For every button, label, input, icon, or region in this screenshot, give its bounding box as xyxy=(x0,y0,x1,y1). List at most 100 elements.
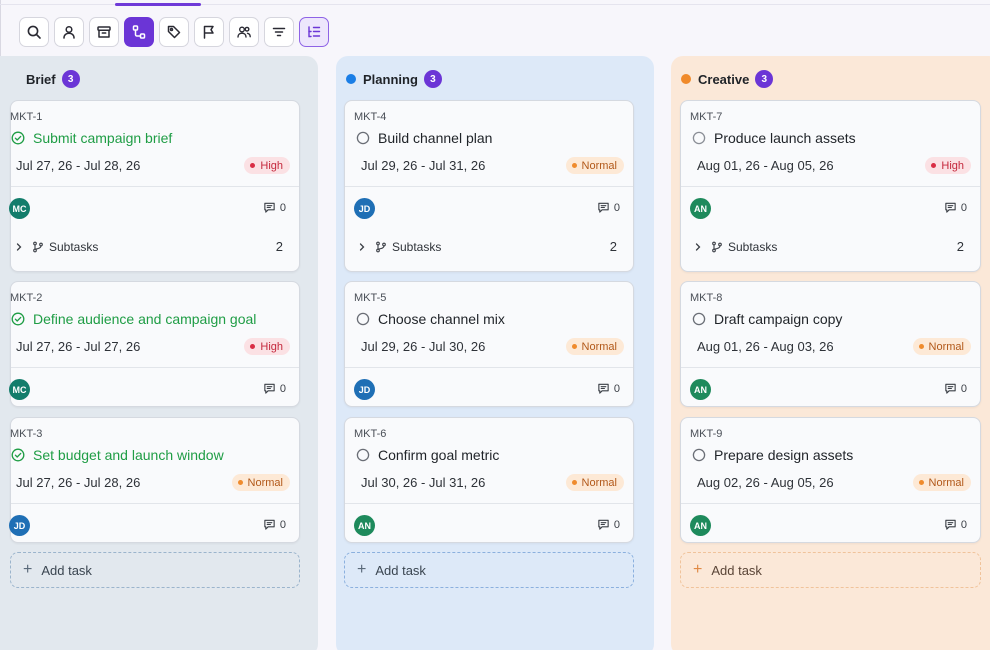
task-title: Draft campaign copy xyxy=(714,311,843,327)
assignee-button[interactable] xyxy=(54,17,84,47)
comment-count[interactable]: 0 xyxy=(597,382,620,395)
avatar[interactable]: JD xyxy=(9,515,30,536)
priority-badge[interactable]: Normal xyxy=(912,338,971,355)
task-dates: Aug 01, 26 - Aug 05, 26 xyxy=(697,158,834,173)
avatar[interactable]: MC xyxy=(9,198,30,219)
avatar[interactable]: AN xyxy=(690,515,711,536)
priority-label: Normal xyxy=(928,476,964,489)
priority-badge[interactable]: High xyxy=(925,157,971,174)
comment-count[interactable]: 0 xyxy=(597,201,620,214)
outline-view-button[interactable] xyxy=(299,17,329,47)
comment-count[interactable]: 0 xyxy=(597,518,620,531)
priority-badge[interactable]: High xyxy=(244,338,290,355)
subtasks-toggle[interactable]: Subtasks 2 xyxy=(357,239,617,254)
add-task-button[interactable]: + Add task xyxy=(10,552,300,588)
task-card-mkt-1[interactable]: MKT-1 Submit campaign brief Jul 27, 26 -… xyxy=(9,100,300,272)
plus-icon: + xyxy=(357,561,367,578)
avatar[interactable]: JD xyxy=(354,379,375,400)
check-circle-icon[interactable] xyxy=(11,448,25,462)
filter-button[interactable] xyxy=(264,17,294,47)
comment-count-value: 0 xyxy=(613,518,620,531)
users-icon xyxy=(237,26,251,38)
circle-icon[interactable] xyxy=(692,312,706,326)
avatar[interactable]: AN xyxy=(690,379,711,400)
subtasks-toggle[interactable]: Subtasks 2 xyxy=(14,239,283,254)
priority-badge[interactable]: Normal xyxy=(565,157,624,174)
column-header: Planning 3 xyxy=(346,69,442,89)
avatar[interactable]: AN xyxy=(690,198,711,219)
task-dates: Aug 01, 26 - Aug 03, 26 xyxy=(697,339,834,354)
task-card-mkt-8[interactable]: MKT-8 Draft campaign copy Aug 01, 26 - A… xyxy=(680,281,981,407)
subtasks-count: 2 xyxy=(609,239,617,254)
priority-badge[interactable]: Normal xyxy=(912,474,971,491)
priority-badge[interactable]: Normal xyxy=(565,338,624,355)
comment-count-value: 0 xyxy=(279,518,286,531)
archive-button[interactable] xyxy=(89,17,119,47)
check-circle-icon[interactable] xyxy=(11,312,25,326)
column-title: Brief xyxy=(26,71,56,87)
task-title: Submit campaign brief xyxy=(33,130,173,146)
task-card-mkt-5[interactable]: MKT-5 Choose channel mix Jul 29, 26 - Ju… xyxy=(344,281,634,407)
comment-count[interactable]: 0 xyxy=(944,518,967,531)
avatar[interactable]: AN xyxy=(354,515,375,536)
circle-icon[interactable] xyxy=(356,131,370,145)
branch-icon xyxy=(712,241,722,252)
task-card-mkt-2[interactable]: MKT-2 Define audience and campaign goal … xyxy=(9,281,300,407)
task-card-mkt-7[interactable]: MKT-7 Produce launch assets Aug 01, 26 -… xyxy=(680,100,981,272)
add-task-button[interactable]: + Add task xyxy=(344,552,634,588)
column-planning: Planning 3 MKT-4 Build channel plan Jul … xyxy=(336,56,654,650)
task-card-mkt-3[interactable]: MKT-3 Set budget and launch window Jul 2… xyxy=(9,417,300,543)
priority-badge[interactable]: Normal xyxy=(565,474,624,491)
subtasks-toggle[interactable]: Subtasks 2 xyxy=(693,239,964,254)
priority-label: Normal xyxy=(247,476,283,489)
subtasks-label: Subtasks xyxy=(392,239,442,254)
comment-count-value: 0 xyxy=(960,518,967,531)
search-icon xyxy=(27,25,41,39)
comment-count-value: 0 xyxy=(960,201,967,214)
card-divider xyxy=(345,503,633,504)
subtasks-button[interactable] xyxy=(124,17,154,47)
priority-dot xyxy=(250,163,256,168)
user-icon xyxy=(63,25,75,39)
comment-count-value: 0 xyxy=(613,382,620,395)
subtasks-label: Subtasks xyxy=(49,239,99,254)
task-title: Prepare design assets xyxy=(714,447,854,463)
task-card-mkt-4[interactable]: MKT-4 Build channel plan Jul 29, 26 - Ju… xyxy=(344,100,634,272)
tags-button[interactable] xyxy=(159,17,189,47)
comment-count[interactable]: 0 xyxy=(263,518,286,531)
avatar[interactable]: JD xyxy=(354,198,375,219)
team-button[interactable] xyxy=(229,17,259,47)
circle-icon[interactable] xyxy=(356,312,370,326)
card-divider xyxy=(681,503,980,504)
flag-icon xyxy=(203,25,214,39)
task-title: Define audience and campaign goal xyxy=(33,311,257,327)
comment-count[interactable]: 0 xyxy=(944,201,967,214)
add-task-label: Add task xyxy=(711,562,762,578)
comment-icon xyxy=(598,202,609,213)
task-dates: Jul 27, 26 - Jul 28, 26 xyxy=(16,158,141,173)
search-button[interactable] xyxy=(19,17,49,47)
task-card-mkt-9[interactable]: MKT-9 Prepare design assets Aug 02, 26 -… xyxy=(680,417,981,543)
priority-button[interactable] xyxy=(194,17,224,47)
circle-icon[interactable] xyxy=(692,448,706,462)
task-card-mkt-6[interactable]: MKT-6 Confirm goal metric Jul 30, 26 - J… xyxy=(344,417,634,543)
task-dates: Aug 02, 26 - Aug 05, 26 xyxy=(697,475,834,490)
priority-badge[interactable]: High xyxy=(244,157,290,174)
chevron-right-icon xyxy=(695,242,701,251)
comment-icon xyxy=(264,202,275,213)
priority-dot xyxy=(571,344,577,349)
circle-icon[interactable] xyxy=(692,131,706,145)
task-dates: Jul 29, 26 - Jul 30, 26 xyxy=(361,339,486,354)
add-task-button[interactable]: + Add task xyxy=(680,552,981,588)
task-title: Set budget and launch window xyxy=(33,447,224,463)
task-id: MKT-4 xyxy=(354,111,387,123)
priority-dot xyxy=(918,344,924,349)
comment-count[interactable]: 0 xyxy=(263,382,286,395)
comment-count[interactable]: 0 xyxy=(944,382,967,395)
comment-icon xyxy=(945,519,956,530)
circle-icon[interactable] xyxy=(356,448,370,462)
comment-count[interactable]: 0 xyxy=(263,201,286,214)
priority-badge[interactable]: Normal xyxy=(231,474,290,491)
avatar[interactable]: MC xyxy=(9,379,30,400)
check-circle-icon[interactable] xyxy=(11,131,25,145)
